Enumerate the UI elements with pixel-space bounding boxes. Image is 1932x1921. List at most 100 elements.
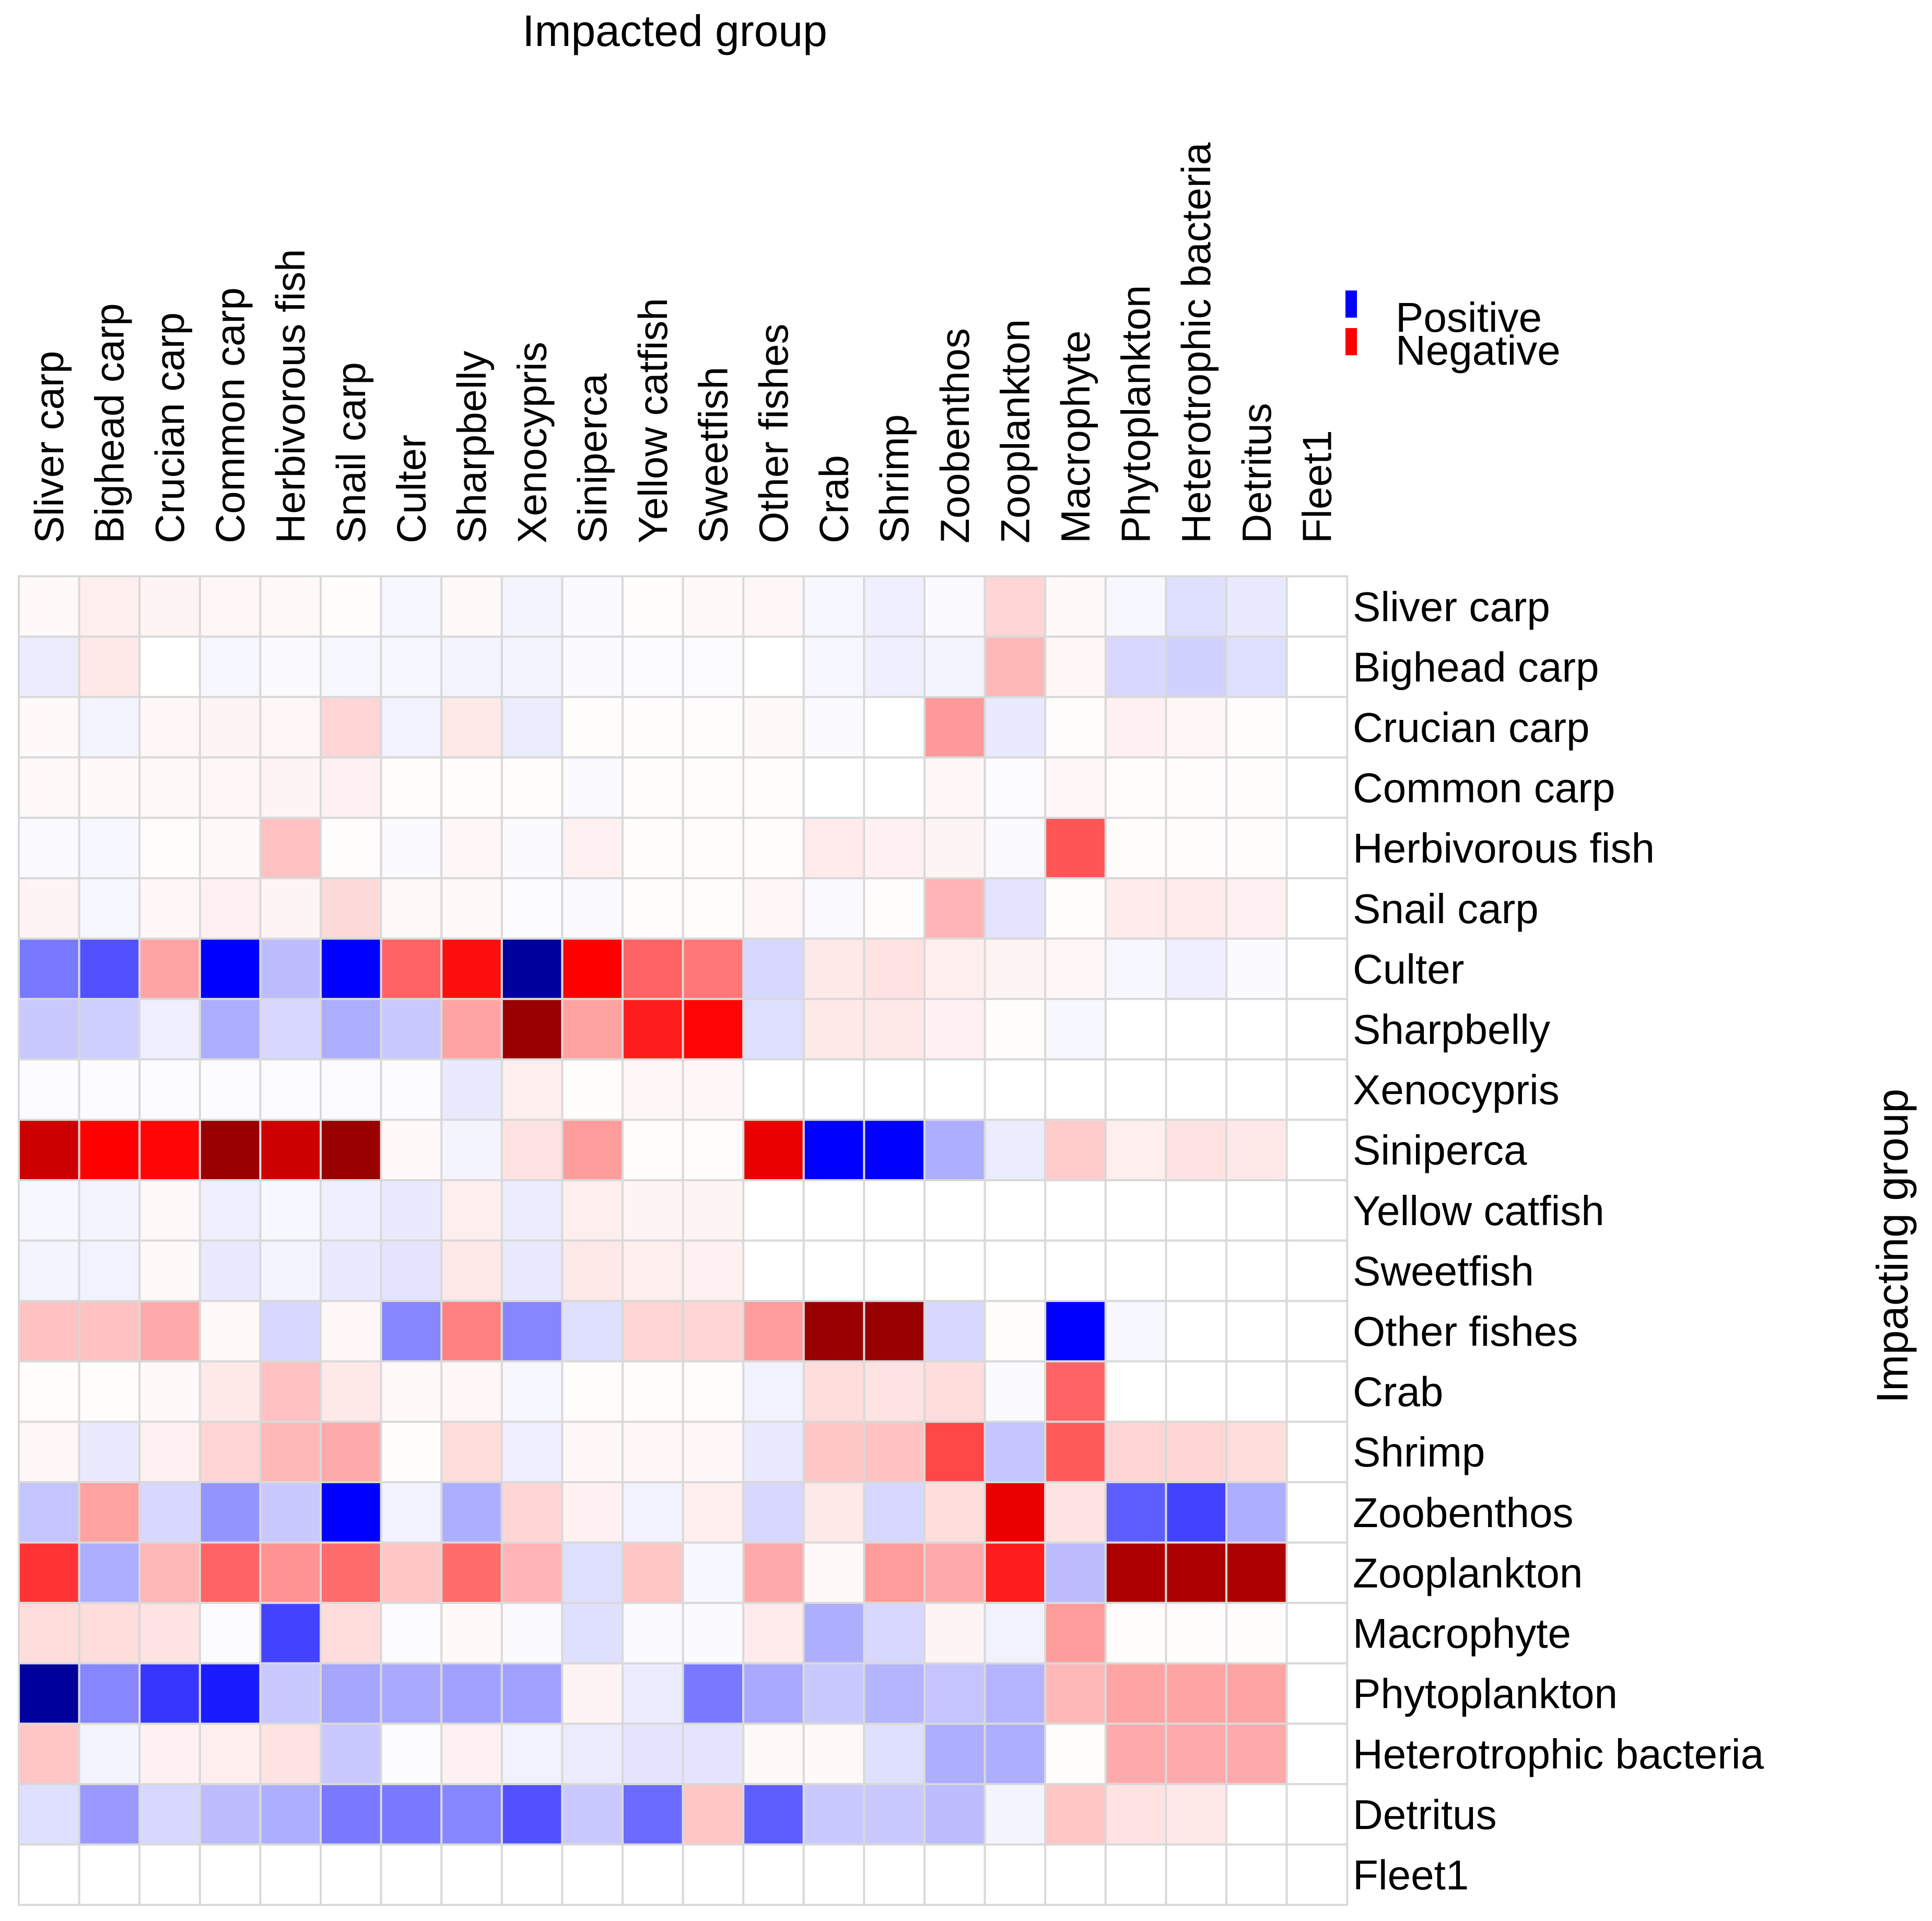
heatmap-cell-sliver-carp--sliver-carp bbox=[18, 575, 80, 638]
heatmap-cell-heterotrophic-bacteria--detritus bbox=[1225, 1722, 1288, 1785]
heatmap-cell-phytoplankton--snail-carp bbox=[320, 1662, 382, 1725]
heatmap-cell-sliver-carp--other-fishes bbox=[742, 575, 805, 638]
heatmap-cell-zooplankton--sweetfish bbox=[682, 1541, 745, 1604]
column-label-xenocypris: Xenocypris bbox=[509, 342, 555, 543]
heatmap-cell-snail-carp--shrimp bbox=[863, 877, 926, 940]
heatmap-cell-macrophyte--zoobenthos bbox=[923, 1602, 986, 1664]
heatmap-cell-macrophyte--sliver-carp bbox=[18, 1602, 80, 1664]
heatmap-cell-siniperca--bighead-carp bbox=[78, 1119, 141, 1181]
heatmap-cell-macrophyte--bighead-carp bbox=[78, 1602, 141, 1664]
heatmap-cell-phytoplankton--zoobenthos bbox=[923, 1662, 986, 1725]
heatmap-cell-herbivorous-fish--zoobenthos bbox=[923, 817, 986, 880]
legend-label-negative: Negative bbox=[1396, 327, 1561, 374]
heatmap-cell-zoobenthos--herbivorous-fish bbox=[259, 1481, 322, 1544]
column-label-fleet1: Fleet1 bbox=[1294, 430, 1340, 543]
heatmap-cell-xenocypris--herbivorous-fish bbox=[259, 1058, 322, 1121]
heatmap-cell-fleet1--fleet1 bbox=[1285, 1843, 1349, 1906]
heatmap-cell-macrophyte--crab bbox=[802, 1602, 865, 1664]
heatmap-cell-siniperca--phytoplankton bbox=[1104, 1119, 1167, 1181]
heatmap-cell-macrophyte--phytoplankton bbox=[1104, 1602, 1167, 1664]
heatmap-cell-zooplankton--siniperca bbox=[561, 1541, 624, 1604]
heatmap-cell-zooplankton--bighead-carp bbox=[78, 1541, 141, 1604]
heatmap-cell-other-fishes--heterotrophic-bacteria bbox=[1165, 1300, 1227, 1363]
legend-zero-swatch bbox=[1345, 318, 1357, 328]
heatmap-cell-heterotrophic-bacteria--zooplankton bbox=[983, 1722, 1047, 1785]
heatmap-cell-zooplankton--zoobenthos bbox=[923, 1541, 986, 1604]
heatmap-cell-heterotrophic-bacteria--crab bbox=[802, 1722, 865, 1785]
heatmap-cell-snail-carp--common-carp bbox=[198, 877, 262, 940]
heatmap-cell-common-carp--heterotrophic-bacteria bbox=[1165, 756, 1227, 819]
heatmap-cell-zoobenthos--bighead-carp bbox=[78, 1481, 141, 1544]
heatmap-cell-siniperca--snail-carp bbox=[320, 1119, 382, 1181]
heatmap-cell-macrophyte--xenocypris bbox=[500, 1602, 564, 1664]
heatmap-cell-xenocypris--zooplankton bbox=[983, 1058, 1047, 1121]
heatmap-cell-bighead-carp--siniperca bbox=[561, 635, 624, 698]
column-label-siniperca: Siniperca bbox=[569, 373, 615, 543]
heatmap-cell-culter--zoobenthos bbox=[923, 937, 986, 1000]
heatmap-cell-bighead-carp--xenocypris bbox=[500, 635, 564, 698]
heatmap-cell-heterotrophic-bacteria--sliver-carp bbox=[18, 1722, 80, 1785]
heatmap-cell-zoobenthos--zoobenthos bbox=[923, 1481, 986, 1544]
heatmap-cell-xenocypris--detritus bbox=[1225, 1058, 1288, 1121]
heatmap-cell-common-carp--sweetfish bbox=[682, 756, 745, 819]
heatmap-cell-herbivorous-fish--sharpbelly bbox=[440, 817, 503, 880]
heatmap-cell-crucian-carp--siniperca bbox=[561, 696, 624, 759]
heatmap-cell-phytoplankton--yellow-catfish bbox=[622, 1662, 684, 1725]
heatmap-cell-other-fishes--siniperca bbox=[561, 1300, 624, 1363]
heatmap-cell-fleet1--crucian-carp bbox=[138, 1843, 201, 1906]
heatmap-cell-sharpbelly--other-fishes bbox=[742, 998, 805, 1061]
column-label-sharpbelly: Sharpbelly bbox=[449, 351, 495, 543]
heatmap-cell-macrophyte--yellow-catfish bbox=[622, 1602, 684, 1664]
heatmap-cell-snail-carp--detritus bbox=[1225, 877, 1288, 940]
heatmap-cell-siniperca--zooplankton bbox=[983, 1119, 1047, 1181]
heatmap-cell-macrophyte--siniperca bbox=[561, 1602, 624, 1664]
heatmap-cell-crucian-carp--phytoplankton bbox=[1104, 696, 1167, 759]
heatmap-cell-snail-carp--herbivorous-fish bbox=[259, 877, 322, 940]
heatmap-cell-zooplankton--culter bbox=[380, 1541, 443, 1604]
heatmap-cell-other-fishes--sliver-carp bbox=[18, 1300, 80, 1363]
heatmap-cell-crucian-carp--sharpbelly bbox=[440, 696, 503, 759]
heatmap-cell-siniperca--sliver-carp bbox=[18, 1119, 80, 1181]
heatmap-cell-other-fishes--herbivorous-fish bbox=[259, 1300, 322, 1363]
heatmap-cell-macrophyte--macrophyte bbox=[1044, 1602, 1107, 1664]
heatmap-cell-crab--sharpbelly bbox=[440, 1360, 503, 1423]
heatmap-cell-sweetfish--bighead-carp bbox=[78, 1239, 141, 1302]
heatmap-cell-sliver-carp--phytoplankton bbox=[1104, 575, 1167, 638]
heatmap-cell-crucian-carp--common-carp bbox=[198, 696, 262, 759]
heatmap-cell-yellow-catfish--crab bbox=[802, 1179, 865, 1242]
heatmap-cell-herbivorous-fish--culter bbox=[380, 817, 443, 880]
heatmap-cell-yellow-catfish--culter bbox=[380, 1179, 443, 1242]
heatmap-cell-common-carp--zooplankton bbox=[983, 756, 1047, 819]
heatmap-cell-siniperca--fleet1 bbox=[1285, 1119, 1349, 1181]
heatmap-cell-fleet1--zoobenthos bbox=[923, 1843, 986, 1906]
heatmap-cell-siniperca--yellow-catfish bbox=[622, 1119, 684, 1181]
heatmap-cell-crucian-carp--crab bbox=[802, 696, 865, 759]
heatmap-cell-phytoplankton--crab bbox=[802, 1662, 865, 1725]
heatmap-cell-sharpbelly--yellow-catfish bbox=[622, 998, 684, 1061]
heatmap-cell-snail-carp--other-fishes bbox=[742, 877, 805, 940]
heatmap-cell-heterotrophic-bacteria--sharpbelly bbox=[440, 1722, 503, 1785]
heatmap-cell-yellow-catfish--sweetfish bbox=[682, 1179, 745, 1242]
heatmap-cell-siniperca--culter bbox=[380, 1119, 443, 1181]
heatmap-cell-xenocypris--xenocypris bbox=[500, 1058, 564, 1121]
heatmap-cell-xenocypris--macrophyte bbox=[1044, 1058, 1107, 1121]
heatmap-cell-zooplankton--sharpbelly bbox=[440, 1541, 503, 1604]
heatmap-cell-crucian-carp--bighead-carp bbox=[78, 696, 141, 759]
heatmap-cell-sharpbelly--herbivorous-fish bbox=[259, 998, 322, 1061]
column-label-other-fishes: Other fishes bbox=[751, 323, 797, 543]
heatmap-cell-zoobenthos--phytoplankton bbox=[1104, 1481, 1167, 1544]
heatmap-cell-snail-carp--heterotrophic-bacteria bbox=[1165, 877, 1227, 940]
heatmap-cell-bighead-carp--bighead-carp bbox=[78, 635, 141, 698]
heatmap-cell-culter--snail-carp bbox=[320, 937, 382, 1000]
heatmap-cell-herbivorous-fish--common-carp bbox=[198, 817, 262, 880]
heatmap-cell-other-fishes--yellow-catfish bbox=[622, 1300, 684, 1363]
heatmap-cell-zooplankton--shrimp bbox=[863, 1541, 926, 1604]
column-label-bighead-carp: Bighead carp bbox=[86, 303, 132, 543]
heatmap-cell-crab--phytoplankton bbox=[1104, 1360, 1167, 1423]
heatmap-cell-fleet1--shrimp bbox=[863, 1843, 926, 1906]
heatmap-cell-xenocypris--crucian-carp bbox=[138, 1058, 201, 1121]
heatmap-cell-fleet1--sliver-carp bbox=[18, 1843, 80, 1906]
heatmap-cell-snail-carp--yellow-catfish bbox=[622, 877, 684, 940]
heatmap-cell-herbivorous-fish--xenocypris bbox=[500, 817, 564, 880]
heatmap-cell-fleet1--heterotrophic-bacteria bbox=[1165, 1843, 1227, 1906]
